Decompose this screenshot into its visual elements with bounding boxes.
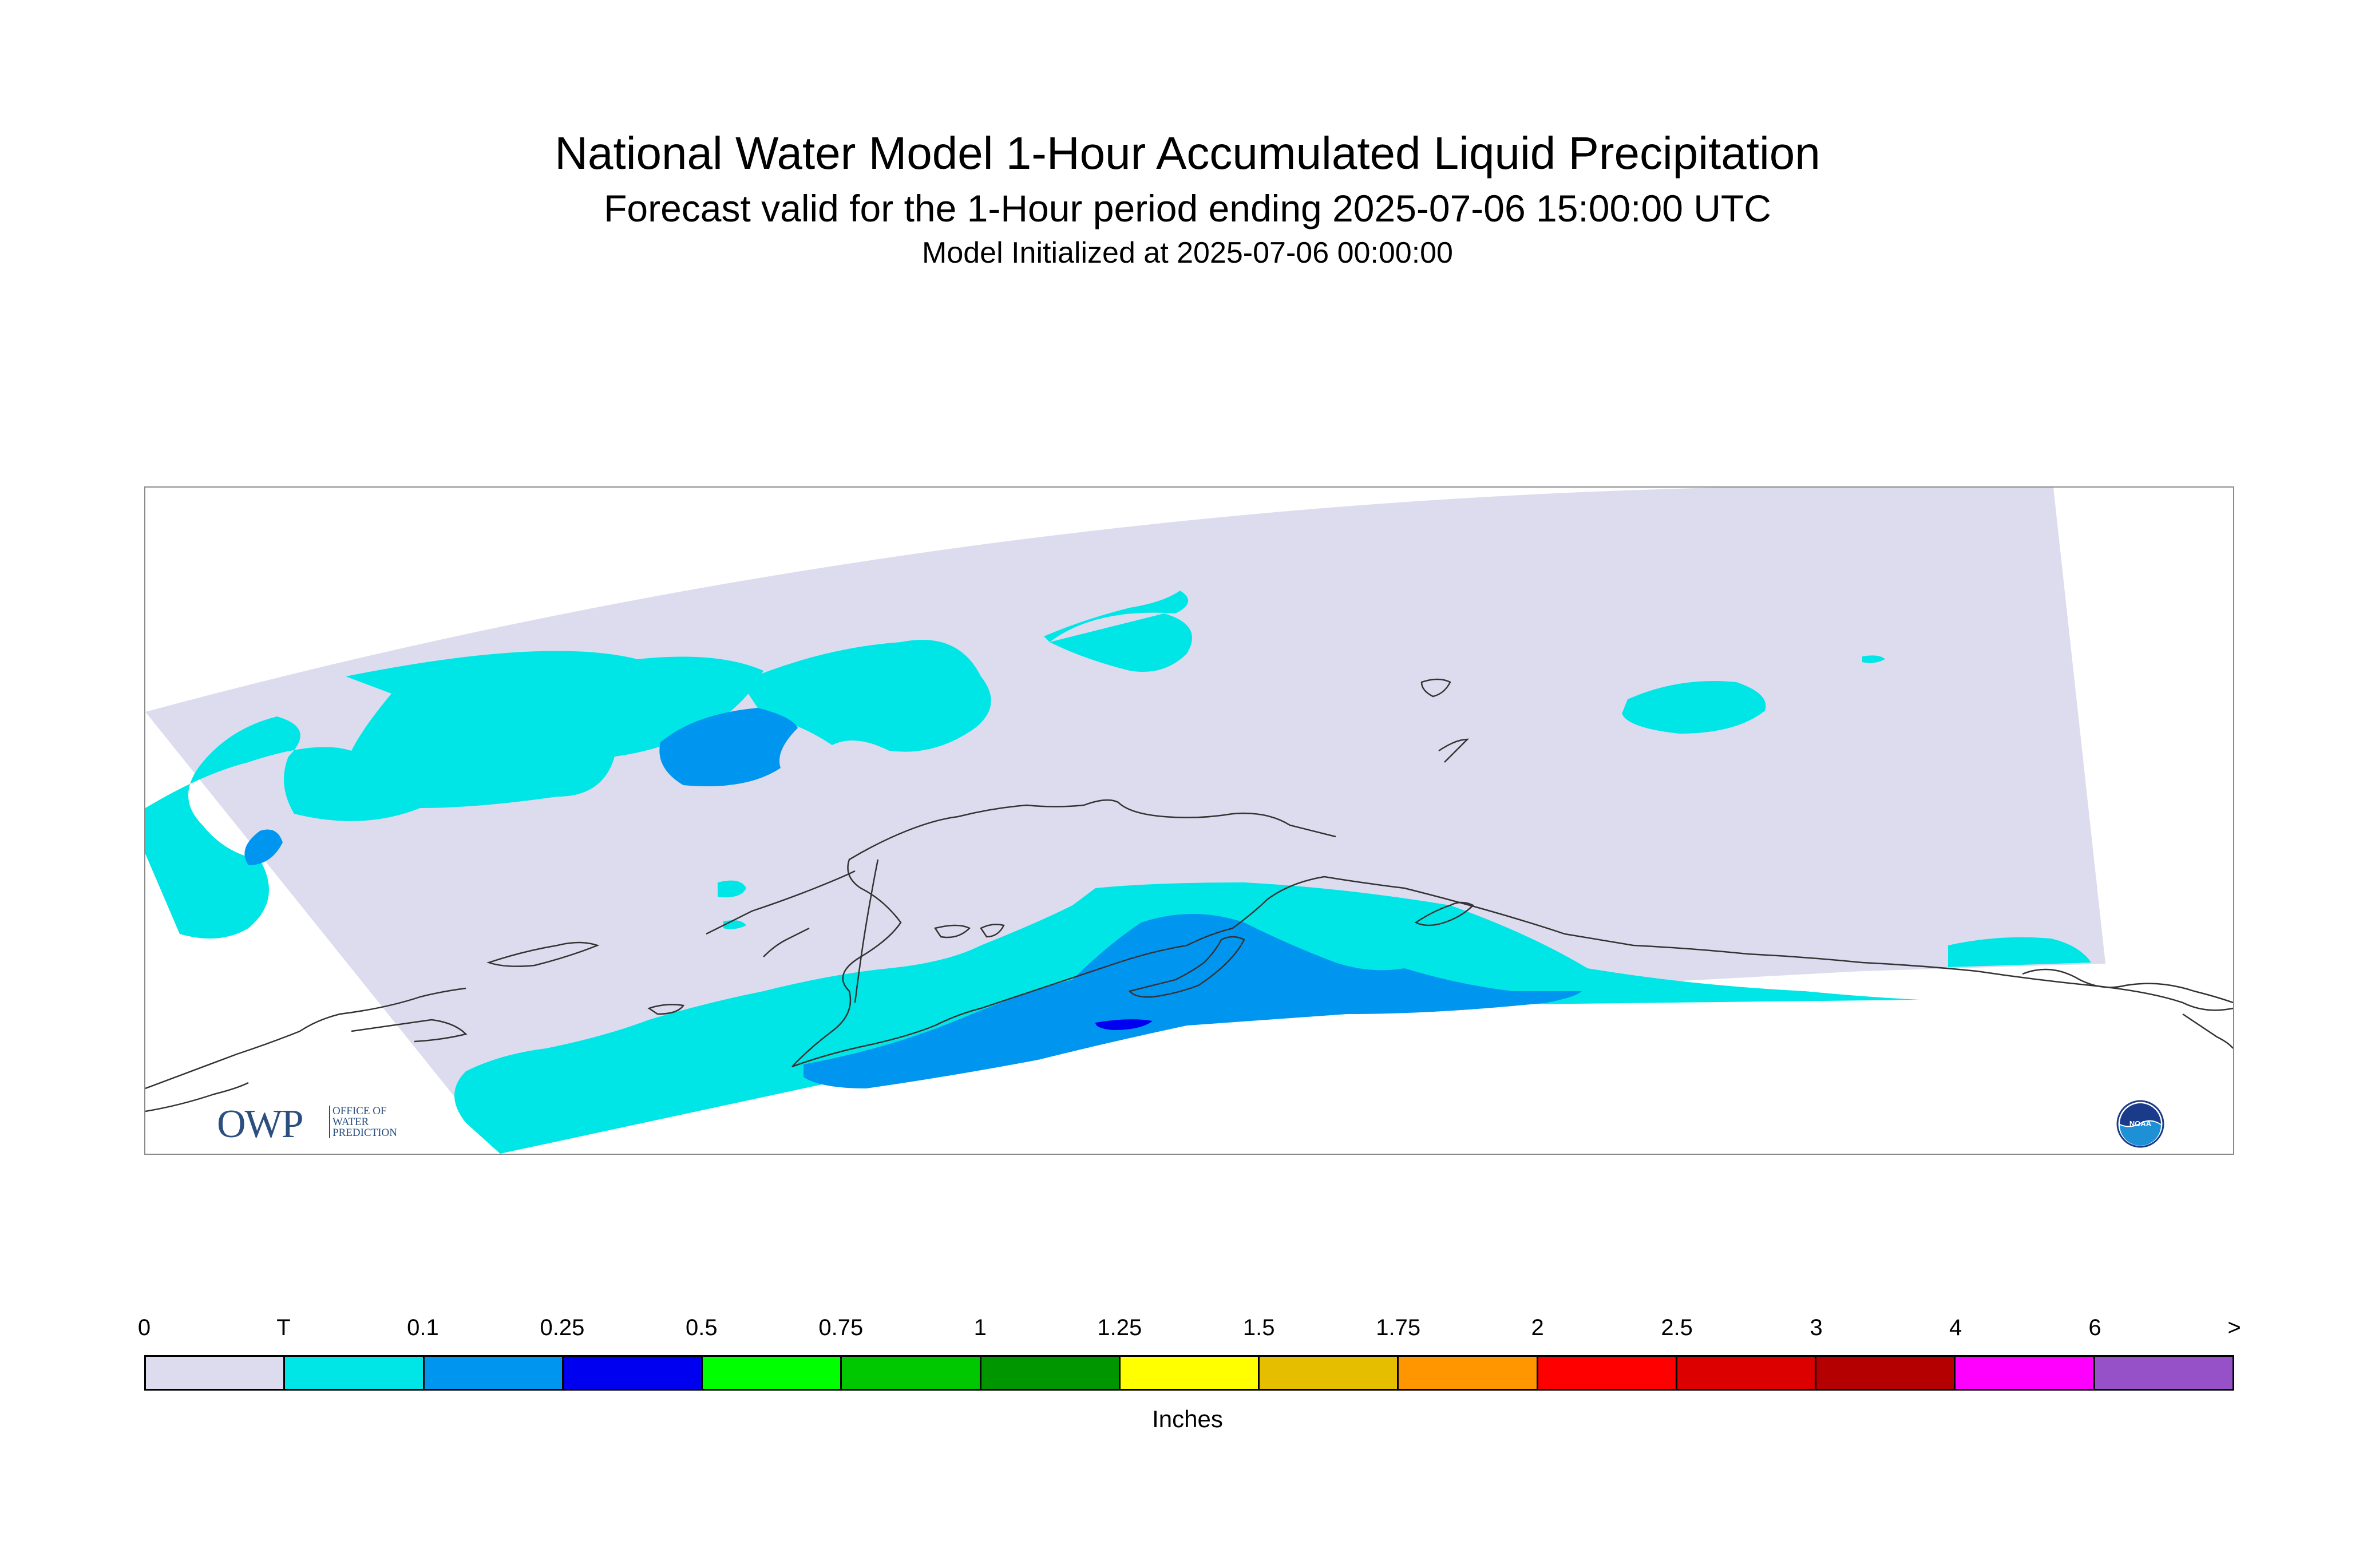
coastline-alaska-north	[1083, 799, 1336, 838]
coastline-small-isle-1	[980, 924, 1005, 938]
owp-logo-line1: OFFICE OF	[332, 1105, 387, 1117]
colorbar-segment	[1399, 1357, 1538, 1389]
owp-logo-text: OFFICE OF WATER PREDICTION	[329, 1106, 447, 1138]
model-domain	[145, 488, 2105, 1154]
colorbar-segment	[1816, 1357, 1956, 1389]
owp-logo-line3: PREDICTION	[332, 1127, 397, 1139]
model-init-text: Model Initialized at 2025-07-06 00:00:00	[922, 236, 1453, 270]
colorbar-tick-label: 0.25	[540, 1315, 585, 1340]
precip-0.25-core	[1095, 1019, 1153, 1030]
precip-0.1-west	[244, 829, 283, 865]
map-panel[interactable]: OWP OFFICE OF WATER PREDICTION NOAA	[144, 486, 2234, 1155]
precip-trace-south	[454, 882, 1919, 1154]
coastline-alaska-mainland	[791, 876, 2233, 1068]
owp-logo-abbrev: OWP	[217, 1102, 304, 1146]
coastline-se-alaska-2	[2182, 1013, 2233, 1049]
colorbar-tick-label: 2	[1531, 1315, 1544, 1340]
colorbar-tick-label: 4	[1949, 1315, 1962, 1340]
colorbar-tick-label: 3	[1810, 1315, 1823, 1340]
precip-trace-northcentral	[1044, 591, 1189, 642]
precip-trace-areas	[145, 591, 2091, 1154]
colorbar-tick-label: 1	[973, 1315, 987, 1340]
coastline-kodiak	[1128, 936, 1245, 998]
noaa-logo-text: NOAA	[2129, 1119, 2152, 1128]
precip-trace-north-2	[741, 640, 991, 752]
precipitation-map	[145, 488, 2233, 1154]
colorbar-segment	[563, 1357, 703, 1389]
colorbar-units: Inches	[1152, 1405, 1223, 1432]
colorbar-tick-label: 2.5	[1661, 1315, 1693, 1340]
coastline-small-isle-2	[933, 924, 971, 939]
colorbar-segment	[1120, 1357, 1260, 1389]
colorbar-segment	[1538, 1357, 1677, 1389]
colorbar-tick-label: T	[276, 1315, 291, 1340]
colorbar-segment	[2095, 1357, 2232, 1389]
coastline-alaska-west	[791, 804, 1084, 1067]
precip-0.1-areas	[244, 708, 1582, 1088]
owp-logo-line2: WATER	[332, 1116, 369, 1128]
precip-trace-east-blob	[1622, 681, 1766, 734]
colorbar-tick-label: 0.1	[407, 1315, 439, 1340]
coastline-interior-1	[854, 859, 879, 1003]
colorbar-segment	[424, 1357, 564, 1389]
map-subtitle: Forecast valid for the 1-Hour period end…	[604, 187, 1771, 229]
colorbar	[144, 1355, 2234, 1391]
colorbar-segment	[703, 1357, 842, 1389]
colorbar-tick-label: 1.5	[1242, 1315, 1275, 1340]
precip-trace-north	[145, 651, 763, 939]
colorbar-segment	[1677, 1357, 1817, 1389]
colorbar-segment	[981, 1357, 1121, 1389]
colorbar-tick-label: 0.75	[818, 1315, 864, 1340]
coastline-st-lawrence	[486, 941, 600, 967]
coastline-siberia-2	[145, 1082, 249, 1112]
precip-0.1-north	[659, 708, 798, 786]
precip-0.25-areas	[1095, 1019, 1153, 1030]
colorbar-tick-label: 1.25	[1097, 1315, 1142, 1340]
coastline-nunivak	[647, 1004, 685, 1015]
colorbar-tick-label: 0	[137, 1315, 151, 1340]
colorbar-tick-label: 0.5	[686, 1315, 718, 1340]
coastline-seward	[706, 870, 856, 935]
coastline-se-alaska	[2022, 968, 2233, 1004]
coastline-arctic-island	[1438, 738, 1470, 763]
colorbar-tick-label: >	[2227, 1315, 2241, 1340]
colorbar-segment	[1260, 1357, 1399, 1389]
precip-trace-mid	[1050, 613, 1192, 672]
coastline-chukotka	[145, 987, 466, 1090]
colorbar-segment	[146, 1357, 286, 1389]
coastline-yukon-delta	[763, 927, 810, 957]
colorbar-tick-label: 6	[2088, 1315, 2101, 1340]
precip-trace-small-1	[718, 880, 746, 897]
colorbar-tick-label: 1.75	[1376, 1315, 1421, 1340]
colorbar-segment	[842, 1357, 981, 1389]
precip-trace-southeast	[1948, 937, 2091, 967]
coastlines	[145, 678, 2233, 1112]
coastline-wrangel	[1420, 678, 1451, 698]
colorbar-segment	[285, 1357, 425, 1389]
coastline-gulf-islands	[1414, 901, 1475, 926]
map-title: National Water Model 1-Hour Accumulated …	[555, 128, 1820, 179]
precip-0.1-south	[803, 914, 1582, 1088]
coastline-siberia-1	[351, 1019, 468, 1043]
noaa-logo: NOAA	[2116, 1100, 2164, 1148]
colorbar-segment	[1956, 1357, 2095, 1389]
precip-trace-east-dot	[1862, 655, 1885, 663]
